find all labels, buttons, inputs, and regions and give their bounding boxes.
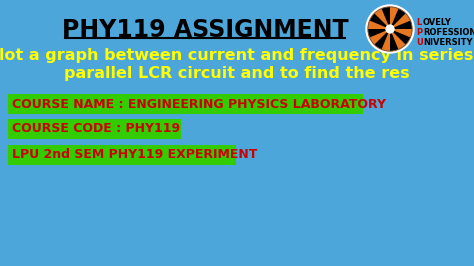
Text: COURSE NAME : ENGINEERING PHYSICS LABORATORY: COURSE NAME : ENGINEERING PHYSICS LABORA… [12, 98, 386, 110]
Wedge shape [382, 7, 390, 29]
Circle shape [386, 25, 394, 33]
Text: OVELY: OVELY [423, 18, 452, 27]
Text: L: L [416, 18, 421, 27]
Text: P: P [416, 28, 422, 37]
Text: NIVERSITY: NIVERSITY [423, 38, 473, 47]
Text: U: U [416, 38, 423, 47]
Text: LPU 2nd SEM PHY119 EXPERIMENT: LPU 2nd SEM PHY119 EXPERIMENT [12, 148, 257, 161]
Text: ROFESSIONAL: ROFESSIONAL [423, 28, 474, 37]
Wedge shape [370, 14, 390, 29]
Wedge shape [368, 29, 390, 38]
Text: To plot a graph between current and frequency in series and: To plot a graph between current and freq… [0, 48, 474, 63]
Wedge shape [390, 29, 410, 45]
Text: PHY119 ASSIGNMENT: PHY119 ASSIGNMENT [62, 18, 348, 42]
Wedge shape [390, 29, 399, 51]
FancyBboxPatch shape [8, 119, 181, 139]
Text: COURSE CODE : PHY119: COURSE CODE : PHY119 [12, 123, 180, 135]
FancyBboxPatch shape [8, 94, 363, 114]
Wedge shape [390, 9, 406, 29]
Wedge shape [390, 20, 412, 29]
Wedge shape [374, 29, 390, 49]
FancyBboxPatch shape [8, 145, 236, 165]
Text: parallel LCR circuit and to find the res: parallel LCR circuit and to find the res [64, 66, 410, 81]
Circle shape [368, 7, 412, 51]
Circle shape [366, 5, 414, 53]
